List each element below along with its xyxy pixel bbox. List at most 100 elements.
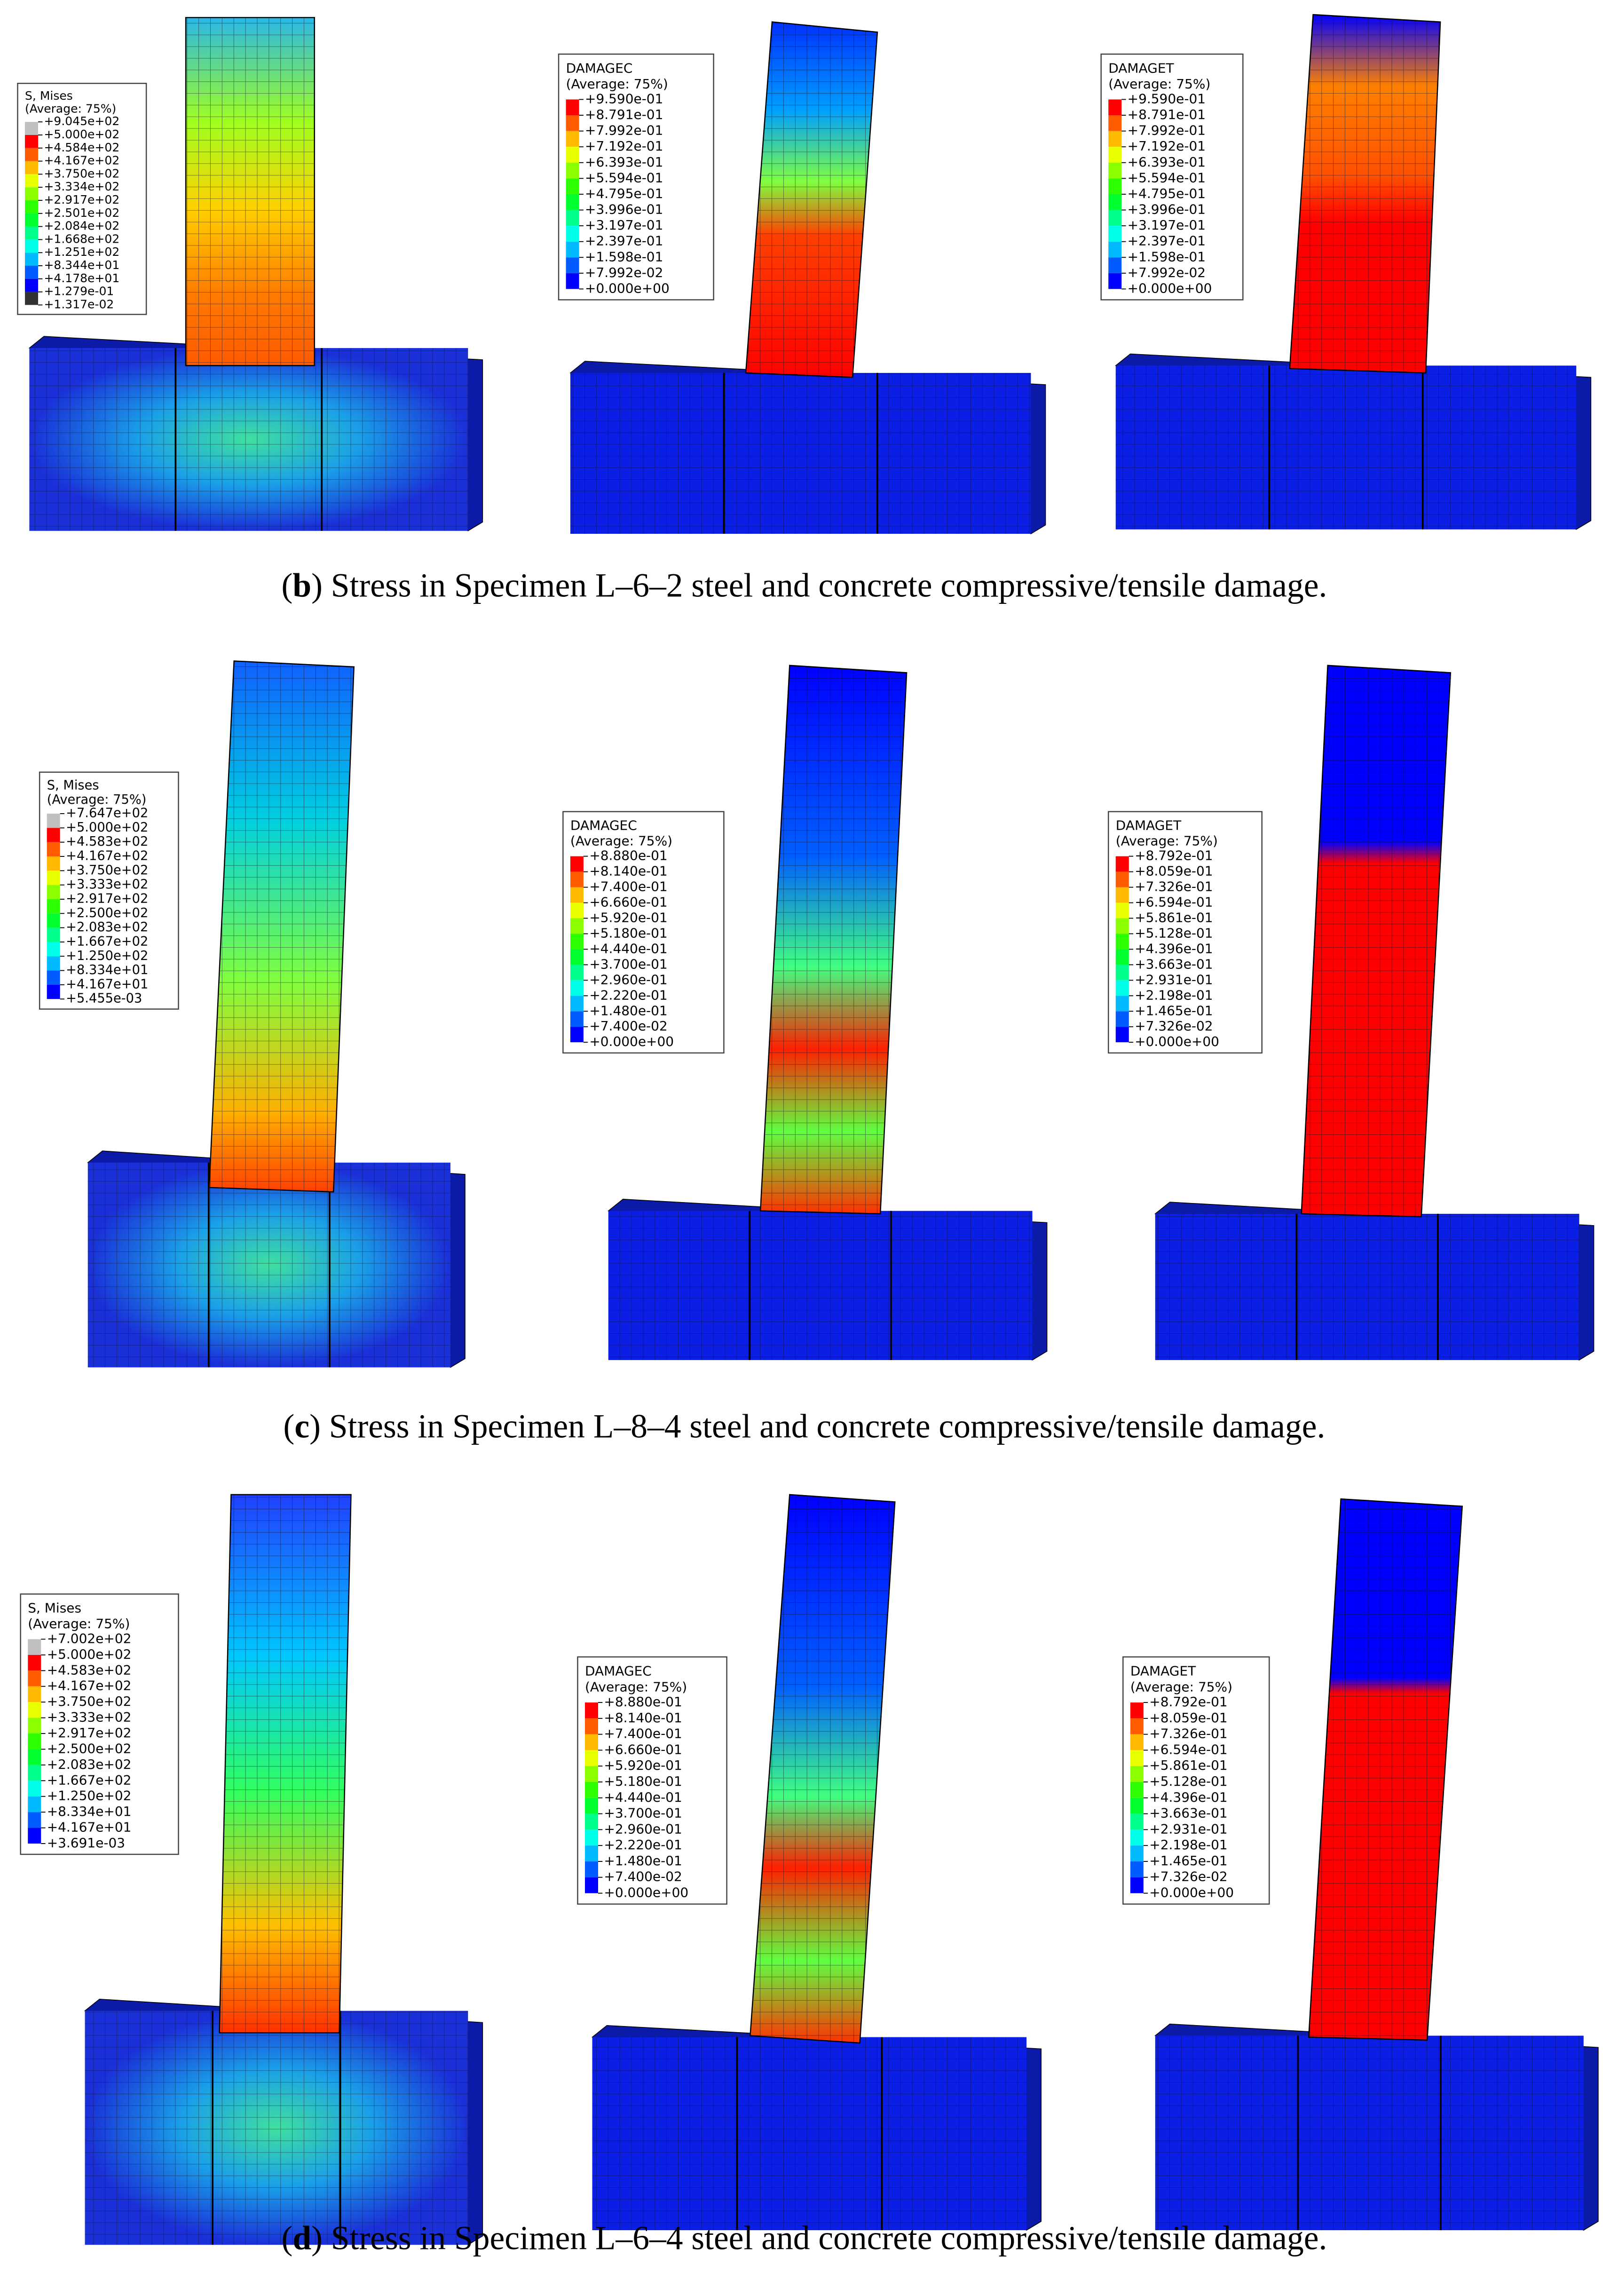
legend-swatch — [585, 1861, 598, 1877]
legend-value: +0.000e+00 — [589, 1034, 674, 1049]
legend-value: +3.334e+02 — [44, 180, 119, 193]
legend-swatch — [28, 1749, 41, 1765]
legend-swatch — [28, 1686, 41, 1702]
legend-value: +1.598e-01 — [1128, 249, 1206, 264]
legend-swatch — [47, 871, 60, 885]
legend-box — [1100, 53, 1244, 301]
legend-swatch — [570, 980, 584, 996]
legend-swatch — [1115, 1027, 1129, 1043]
legend-title: S, Mises — [28, 1600, 81, 1616]
legend-value: +2.501e+02 — [44, 206, 119, 220]
legend-value: +9.590e-01 — [1128, 91, 1206, 106]
legend-value: +3.197e-01 — [585, 217, 663, 233]
legend-swatch — [1108, 226, 1122, 242]
legend-swatch — [1115, 949, 1129, 965]
legend-value: +4.167e+01 — [66, 977, 148, 991]
legend-box — [562, 811, 725, 1054]
legend-swatch — [47, 927, 60, 942]
legend-value: +8.792e-01 — [1149, 1694, 1227, 1710]
legend-value: +0.000e+00 — [1149, 1885, 1234, 1900]
legend-swatch — [28, 1733, 41, 1750]
legend-value: +8.334e+01 — [66, 963, 148, 977]
legend-box — [558, 53, 714, 301]
base-mesh — [85, 2011, 468, 2245]
legend-value: +1.480e-01 — [604, 1853, 682, 1868]
legend-value: +9.590e-01 — [585, 91, 663, 106]
legend-box — [39, 771, 179, 1010]
legend-swatch — [1130, 1750, 1144, 1766]
legend-title: (Average: 75%) — [1116, 833, 1218, 849]
caption-part: c — [294, 1408, 309, 1445]
legend-box — [1107, 811, 1263, 1054]
legend-value: +2.917e+02 — [44, 193, 119, 206]
legend-swatch — [25, 278, 39, 292]
legend-swatch — [585, 1877, 598, 1893]
specimen — [87, 660, 466, 1368]
legend-value: +4.167e+02 — [44, 154, 119, 167]
legend-swatch — [1130, 1781, 1144, 1798]
legend-value: +2.960e-01 — [604, 1821, 682, 1837]
legend-swatch — [585, 1781, 598, 1798]
specimen — [84, 1494, 483, 2246]
legend-value: +8.791e-01 — [585, 107, 663, 122]
legend-value: +2.198e-01 — [1149, 1837, 1227, 1853]
legend-value: +8.791e-01 — [1128, 107, 1206, 122]
base-mesh — [1155, 2035, 1584, 2231]
legend-value: +4.178e+01 — [44, 271, 119, 285]
caption-part: ) Stress in Specimen L–6–2 steel and con… — [311, 567, 1327, 604]
legend-title: DAMAGET — [1116, 818, 1182, 833]
legend-value: +3.700e-01 — [589, 956, 667, 972]
legend-value: +5.861e-01 — [1135, 910, 1213, 925]
legend-swatch — [1130, 1829, 1144, 1846]
legend-swatch — [47, 913, 60, 928]
legend-swatch — [1115, 996, 1129, 1012]
legend-value: +1.598e-01 — [585, 249, 663, 264]
legend-swatch — [25, 174, 39, 188]
legend-value: +4.167e+01 — [47, 1820, 132, 1835]
legend-swatch — [566, 210, 579, 226]
legend-value: +2.083e+02 — [47, 1757, 132, 1772]
legend-value: +1.279e-01 — [44, 285, 114, 298]
legend-value: +2.931e-01 — [1135, 972, 1213, 987]
legend-value: +2.198e-01 — [1135, 987, 1213, 1003]
legend-swatch — [1130, 1718, 1144, 1734]
legend-value: +0.000e+00 — [585, 280, 670, 296]
column-mesh — [219, 1494, 351, 2033]
legend-box — [1122, 1656, 1270, 1905]
legend-swatch — [570, 965, 584, 981]
legend-title: (Average: 75%) — [585, 1679, 687, 1694]
legend-value: +1.667e+02 — [66, 934, 148, 949]
base-mesh — [608, 1211, 1033, 1360]
legend-swatch — [1108, 115, 1122, 131]
legend-swatch — [1108, 210, 1122, 226]
legend-swatch — [28, 1765, 41, 1781]
legend-swatch — [570, 871, 584, 887]
legend-swatch — [566, 241, 579, 258]
legend-title: DAMAGEC — [570, 818, 637, 833]
legend-swatch — [28, 1702, 41, 1718]
legend-swatch — [570, 1027, 584, 1043]
caption-part: ) Stress in Specimen L–8–4 steel and con… — [309, 1408, 1325, 1445]
legend-swatch — [1108, 131, 1122, 147]
caption-part: d — [292, 2219, 311, 2256]
legend-value: +7.400e-01 — [589, 879, 667, 895]
legend-swatch — [570, 903, 584, 918]
specimen — [28, 17, 483, 531]
specimen — [608, 665, 1048, 1361]
legend-swatch — [25, 226, 39, 240]
legend-swatch — [47, 814, 60, 828]
specimen — [592, 1494, 1042, 2231]
legend-value: +2.917e+02 — [66, 891, 148, 906]
legend-value: +5.180e-01 — [589, 925, 667, 941]
legend-value: +5.128e-01 — [1135, 925, 1213, 941]
column-mesh — [760, 665, 907, 1214]
legend-value: +3.663e-01 — [1149, 1805, 1227, 1821]
legend-value: +3.996e-01 — [1128, 202, 1206, 217]
legend-swatch — [1130, 1702, 1144, 1718]
legend-swatch — [1108, 257, 1122, 273]
legend-swatch — [570, 918, 584, 934]
legend-value: +7.400e-02 — [604, 1869, 682, 1884]
legend-swatch — [566, 178, 579, 194]
legend-title: (Average: 75%) — [47, 792, 147, 807]
